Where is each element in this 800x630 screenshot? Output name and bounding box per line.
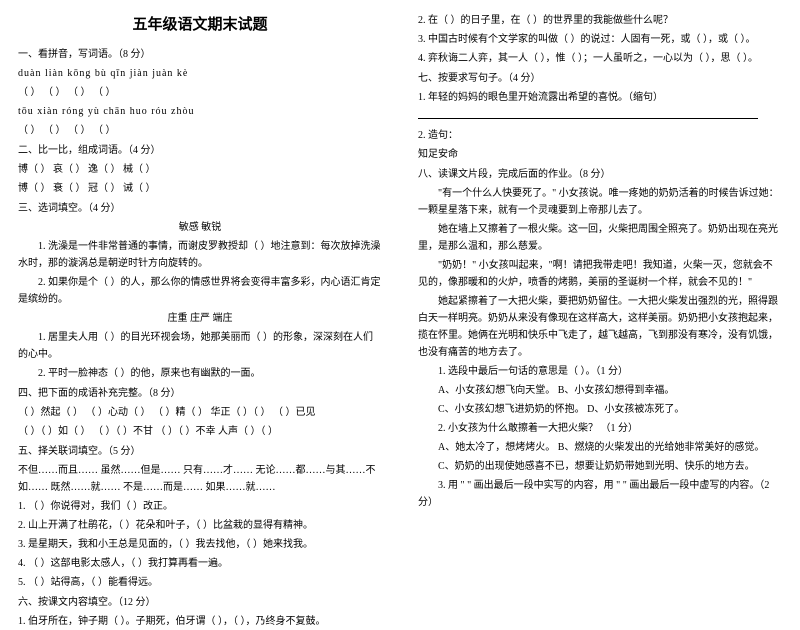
s7-head: 七、按要求写句子。（4 分） (418, 70, 782, 87)
s8-q1: 1. 选段中最后一句话的意思是（ ）。（1 分） (418, 363, 782, 380)
s4-line-2: （ ）（ ）如（ ） （ ）（ ）不甘 （ ）（ ）不幸 人声（ ）（ ） (18, 423, 382, 440)
paren-row-2: （ ） （ ） （ ） （ ） (18, 122, 382, 139)
s5-words: 不但……而且…… 虽然……但是…… 只有……才…… 无论……都……与其……不如…… (18, 462, 382, 496)
pinyin-row-1: duàn liàn kōng bù qīn jiàn juàn kè (18, 65, 382, 82)
s7-l2: 2. 造句： (418, 127, 782, 144)
s8-q3: 3. 用 " " 画出最后一段中实写的内容，用 " " 画出最后一段中虚写的内容… (418, 477, 782, 511)
s7-l3-text: 知足安命 (418, 149, 458, 160)
s8-q2b: C、奶奶的出现使她感喜不已，想要让奶奶带她到光明、快乐的地方去。 (418, 458, 782, 475)
paren-row-1: （ ） （ ） （ ） （ ） (18, 84, 382, 101)
s5-l1: 1. （ ）你说得对，我们（ ）改正。 (18, 498, 382, 515)
s5-head: 五、择关联词填空。（5 分） (18, 443, 382, 460)
s8-q1b: C、小女孩幻想飞进奶奶的怀抱。 D、小女孩被冻死了。 (418, 401, 782, 418)
right-column: 2. 在（ ）的日子里，在（ ）的世界里的我能做些什么呢？ 3. 中国古时候有个… (400, 0, 800, 569)
s8-q1a: A、小女孩幻想飞向天堂。 B、小女孩幻想得到幸福。 (418, 382, 782, 399)
s8-p1: "有一个什么人快要死了。" 小女孩说。唯一疼她的奶奶活着的时候告诉过她：一颗星星… (418, 185, 782, 219)
s6-l4: 4. 弈秋诲二人弈，其一人（ ），惟（ ）；一人虽听之，一心以为（ ），思（ ）… (418, 50, 782, 67)
exam-title: 五年级语文期末试题 (18, 12, 382, 38)
s3-p2: 2. 如果你是个（ ）的人，那么你的情感世界将会变得丰富多彩，内心语汇肯定是缤纷… (18, 274, 382, 308)
s7-l3: 知足安命 (418, 146, 782, 163)
s3-words-1: 敏感 敏锐 (18, 219, 382, 236)
s2-head: 二、比一比，组成词语。（4 分） (18, 142, 382, 159)
s7-l1: 1. 年轻的妈妈的眼色里开始流露出希望的喜悦。（缩句） (418, 89, 782, 106)
s6-l1: 1. 伯牙所在，钟子期（ ）。子期死，伯牙谓（ ），（ ），乃终身不复鼓。 (18, 613, 382, 630)
s3-p1: 1. 洗澡是一件非常普通的事情，而谢皮罗教授却（ ）地注意到：每次放掉洗澡水时，… (18, 238, 382, 272)
s8-p3: "奶奶！" 小女孩叫起来，"啊！请把我带走吧！我知道，火柴一灭，您就会不见的，像… (418, 257, 782, 291)
s7-blank (418, 108, 782, 125)
s8-p4: 她起紧擦着了一大把火柴，要把奶奶留住。一大把火柴发出强烈的光，照得跟白天一样明亮… (418, 293, 782, 361)
s5-l5: 5. （ ）站得高，（ ）能看得远。 (18, 574, 382, 591)
s6-l3: 3. 中国古时候有个文学家的叫做（ ）的说过：人固有一死，或（ ），或（ ）。 (418, 31, 782, 48)
s3-words-2: 庄重 庄严 端庄 (18, 310, 382, 327)
s8-p2: 她在墙上又擦着了一根火柴。这一回，火柴把周围全照亮了。奶奶出现在亮光里，是那么温… (418, 221, 782, 255)
s3-p3: 1. 居里夫人用（ ）的目光环视会场，她那美丽而（ ）的形象，深深刻在人们的心中… (18, 329, 382, 363)
exam-page: 五年级语文期末试题 一、看拼音，写词语。（8 分） duàn liàn kōng… (0, 0, 800, 569)
s5-l3: 3. 是星期天，我和小王总是见面的，（ ）我去找他，（ ）她来找我。 (18, 536, 382, 553)
s4-head: 四、把下面的成语补充完整。（8 分） (18, 385, 382, 402)
s3-head: 三、选词填空。（4 分） (18, 200, 382, 217)
s5-l2: 2. 山上开满了杜鹃花，（ ）花朵和叶子，（ ）比盆栽的显得有精神。 (18, 517, 382, 534)
left-column: 五年级语文期末试题 一、看拼音，写词语。（8 分） duàn liàn kōng… (0, 0, 400, 569)
s8-head: 八、读课文片段，完成后面的作业。（8 分） (418, 166, 782, 183)
s3-p4: 2. 平时一脸神态（ ）的他，原来也有幽默的一面。 (18, 365, 382, 382)
s4-line-1: （ ）然起（ ） （ ）心动（ ） （ ）精（ ） 华正（ ）（ ） （ ）已见 (18, 404, 382, 421)
s6-l2: 2. 在（ ）的日子里，在（ ）的世界里的我能做些什么呢？ (418, 12, 782, 29)
s6-head: 六、按课文内容填空。（12 分） (18, 594, 382, 611)
s2-line-2: 博（ ） 衰（ ） 冠（ ） 诫（ ） (18, 180, 382, 197)
s8-q2: 2. 小女孩为什么敢擦着一大把火柴？ （1 分） (418, 420, 782, 437)
pinyin-row-2: tōu xiàn róng yù chān huo róu zhòu (18, 103, 382, 120)
s1-head: 一、看拼音，写词语。（8 分） (18, 46, 382, 63)
s2-line-1: 博（ ） 哀（ ） 逸（ ） 械（ ） (18, 161, 382, 178)
s8-q2a: A、她太冷了，想烤烤火。 B、燃烧的火柴发出的光给她非常美好的感觉。 (418, 439, 782, 456)
